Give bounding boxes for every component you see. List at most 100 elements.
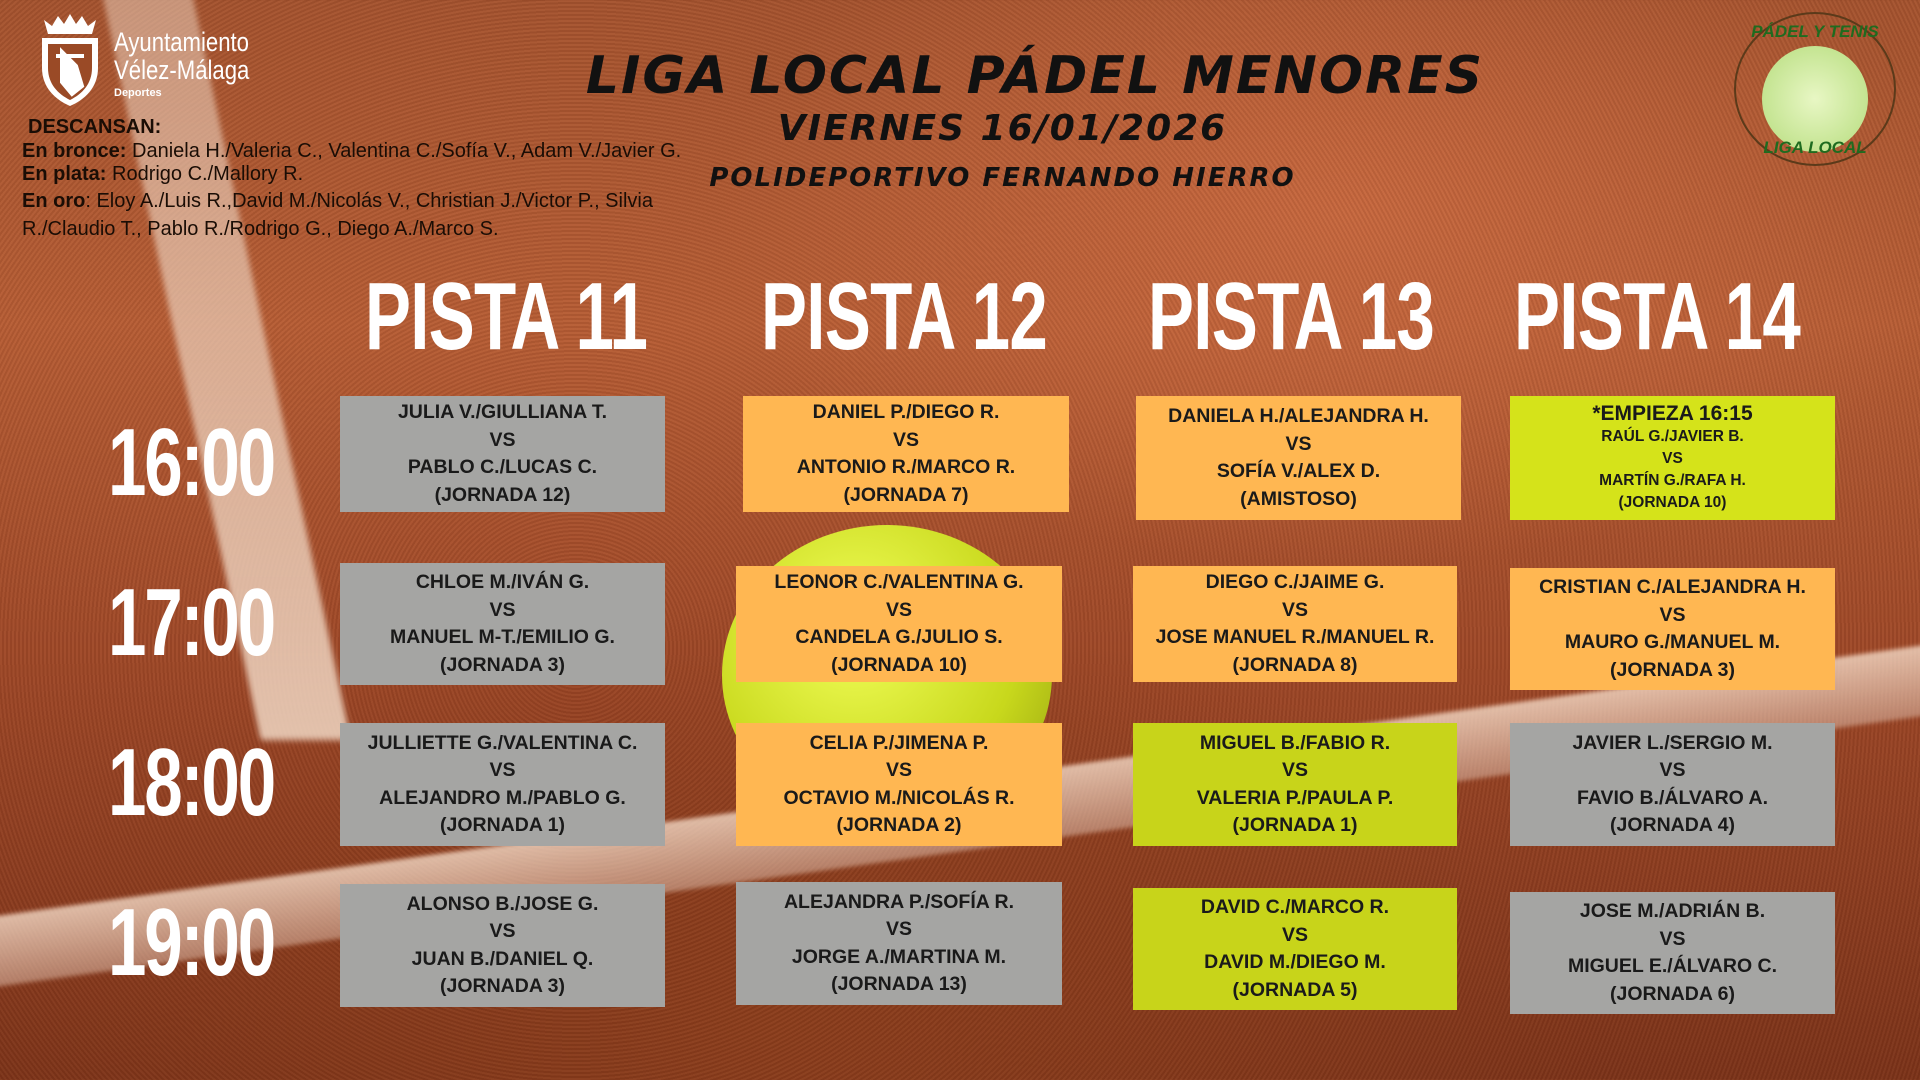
logo-line1: Ayuntamiento (114, 27, 249, 57)
match-vs: VS (489, 428, 516, 451)
match-card: *EMPIEZA 16:15 RAÚL G./JAVIER B. VS MARTÍN … (1510, 396, 1835, 520)
match-card: DANIEL P./DIEGO R. VS ANTONIO R./MARCO R. (… (743, 396, 1069, 512)
match-team2: ANTONIO R./MARCO R. (796, 456, 1016, 478)
match-round: (JORNADA 3) (440, 975, 565, 997)
match-vs: VS (1662, 450, 1683, 467)
match-vs: VS (892, 428, 919, 451)
match-team2: MANUEL M-T./EMILIO G. (390, 626, 615, 648)
group-text-plata: Rodrigo C./Mallory R. (106, 163, 304, 185)
logo-line3: Deportes (114, 87, 162, 99)
group-text-oro: : Eloy A./Luis R.,David M./Nicolás V., C… (22, 189, 653, 240)
match-card: MIGUEL B./FABIO R. VS VALERIA P./PAULA P. (… (1133, 723, 1457, 846)
match-team1: CRISTIAN C./ALEJANDRA H. (1539, 576, 1806, 598)
logo-right-top: PÁDEL Y TENIS (1751, 22, 1879, 41)
descansan-heading: DESCANSAN: (28, 116, 162, 138)
match-vs: VS (1281, 923, 1308, 946)
match-team2: DAVID M./DIEGO M. (1204, 951, 1386, 973)
racket-ball-icon (1762, 46, 1868, 152)
match-team1: CHLOE M./IVÁN G. (415, 571, 590, 593)
match-team1: DANIEL P./DIEGO R. (812, 401, 1000, 423)
match-vs: VS (489, 920, 516, 942)
match-team1: ALONSO B./JOSE G. (406, 892, 599, 915)
match-team1: JULIA V./GIULLIANA T. (397, 401, 608, 423)
match-vs: VS (1659, 759, 1686, 781)
time-slot: 16:00 (108, 409, 276, 516)
match-team2: MAURO G./MANUEL M. (1564, 631, 1781, 653)
match-round: (JORNADA 8) (1232, 653, 1358, 676)
group-text-bronce: Daniela H./Valeria C., Valentina C./Sofí… (126, 139, 682, 162)
match-team2: JOSE MANUEL R./MANUEL R. (1155, 626, 1435, 648)
match-team1: DIEGO C./JAIME G. (1205, 571, 1385, 593)
page-title: LIGA LOCAL PÁDEL MENORES (585, 46, 1485, 106)
match-vs: VS (1281, 759, 1308, 781)
group-label-oro: En oro (22, 189, 86, 212)
match-round: (JORNADA 10) (831, 653, 967, 676)
match-vs: VS (1281, 598, 1308, 621)
match-round: (JORNADA 5) (1232, 978, 1358, 1001)
court-header: PISTA 11 (364, 263, 648, 370)
match-team2: MARTÍN G./RAFA H. (1599, 472, 1746, 489)
date: VIERNES 16/01/2026 (777, 108, 1228, 149)
match-team2: FAVIO B./ÁLVARO A. (1576, 786, 1769, 809)
match-team1: DAVID C./MARCO R. (1200, 896, 1390, 918)
match-team1: RAÚL G./JAVIER B. (1601, 428, 1744, 445)
match-card: DIEGO C./JAIME G. VS JOSE MANUEL R./MANUEL… (1133, 566, 1457, 682)
match-round: (JORNADA 4) (1610, 814, 1735, 836)
match-card: JAVIER L./SERGIO M. VS FAVIO B./ÁLVARO A. (… (1510, 723, 1835, 846)
group-label-plata: En plata: (22, 163, 107, 185)
match-card: JULLIETTE G./VALENTINA C. VS ALEJANDRO M./… (340, 723, 665, 846)
match-card: ALONSO B./JOSE G. VS JUAN B./DANIEL Q. (JOR… (340, 884, 665, 1007)
match-team2: SOFÍA V./ALEX D. (1216, 460, 1381, 482)
match-vs: VS (885, 918, 912, 940)
match-card: CRISTIAN C./ALEJANDRA H. VS MAURO G./MANUE… (1510, 568, 1835, 690)
match-team1: ALEJANDRA P./SOFÍA R. (783, 890, 1015, 913)
match-team1: MIGUEL B./FABIO R. (1199, 731, 1391, 754)
time-slot: 17:00 (108, 569, 276, 676)
match-team2: CANDELA G./JULIO S. (795, 626, 1003, 648)
court-header: PISTA 13 (1147, 263, 1435, 370)
match-vs: VS (885, 598, 912, 621)
match-vs: VS (489, 598, 516, 621)
match-team1: LEONOR C./VALENTINA G. (774, 571, 1024, 593)
match-team1: JAVIER L./SERGIO M. (1572, 731, 1773, 754)
match-team2: JORGE A./MARTINA M. (791, 945, 1007, 968)
match-round: (JORNADA 1) (440, 814, 565, 836)
match-vs: VS (885, 759, 912, 781)
match-card: ALEJANDRA P./SOFÍA R. VS JORGE A./MARTINA … (736, 882, 1062, 1005)
match-vs: VS (489, 759, 516, 781)
match-note: *EMPIEZA 16:15 (1592, 402, 1753, 425)
match-round: (JORNADA 2) (836, 814, 962, 836)
ayuntamiento-logo: Ayuntamiento Vélez-Málaga Deportes (34, 12, 279, 108)
match-round: (JORNADA 10) (1618, 494, 1727, 511)
match-card: DANIELA H./ALEJANDRA H. VS SOFÍA V./ALEX D… (1136, 396, 1461, 520)
match-card: CELIA P./JIMENA P. VS OCTAVIO M./NICOLÁS R… (736, 723, 1062, 846)
match-card: LEONOR C./VALENTINA G. VS CANDELA G./JULIO… (736, 566, 1062, 682)
match-team2: VALERIA P./PAULA P. (1196, 786, 1394, 809)
match-team1: JULLIETTE G./VALENTINA C. (367, 731, 638, 754)
match-card: CHLOE M./IVÁN G. VS MANUEL M-T./EMILIO G. (… (340, 563, 665, 685)
venue: POLIDEPORTIVO FERNANDO HIERRO (709, 163, 1296, 193)
court-header: PISTA 12 (760, 263, 1048, 370)
match-team1: CELIA P./JIMENA P. (809, 731, 989, 754)
match-team2: OCTAVIO M./NICOLÁS R. (783, 786, 1015, 809)
match-team2: ALEJANDRO M./PABLO G. (379, 786, 626, 809)
match-round: (JORNADA 12) (434, 483, 571, 506)
match-team2: PABLO C./LUCAS C. (407, 456, 598, 478)
court-header: PISTA 14 (1513, 263, 1801, 370)
match-card: JULIA V./GIULLIANA T. VS PABLO C./LUCAS C.… (340, 396, 665, 512)
descansan-block: DESCANSAN: En bronce: Daniela H./Valeria… (22, 116, 702, 243)
match-vs: VS (1659, 603, 1686, 626)
logo-right-bottom: LIGA LOCAL (1763, 138, 1867, 157)
match-card: DAVID C./MARCO R. VS DAVID M./DIEGO M. (JOR… (1133, 888, 1457, 1010)
shield-icon (34, 12, 106, 108)
match-round: (JORNADA 13) (831, 973, 967, 995)
match-round: (JORNADA 3) (1610, 658, 1735, 681)
match-team1: JOSE M./ADRIÁN B. (1579, 900, 1766, 922)
match-team2: MIGUEL E./ÁLVARO C. (1567, 955, 1778, 977)
match-round: (JORNADA 3) (440, 653, 565, 676)
time-slot: 18:00 (108, 729, 276, 836)
match-round: (JORNADA 7) (843, 483, 969, 506)
match-vs: VS (1659, 927, 1686, 950)
match-round: (JORNADA 1) (1232, 814, 1358, 836)
liga-local-logo: PÁDEL Y TENIS LIGA LOCAL (1734, 12, 1896, 166)
